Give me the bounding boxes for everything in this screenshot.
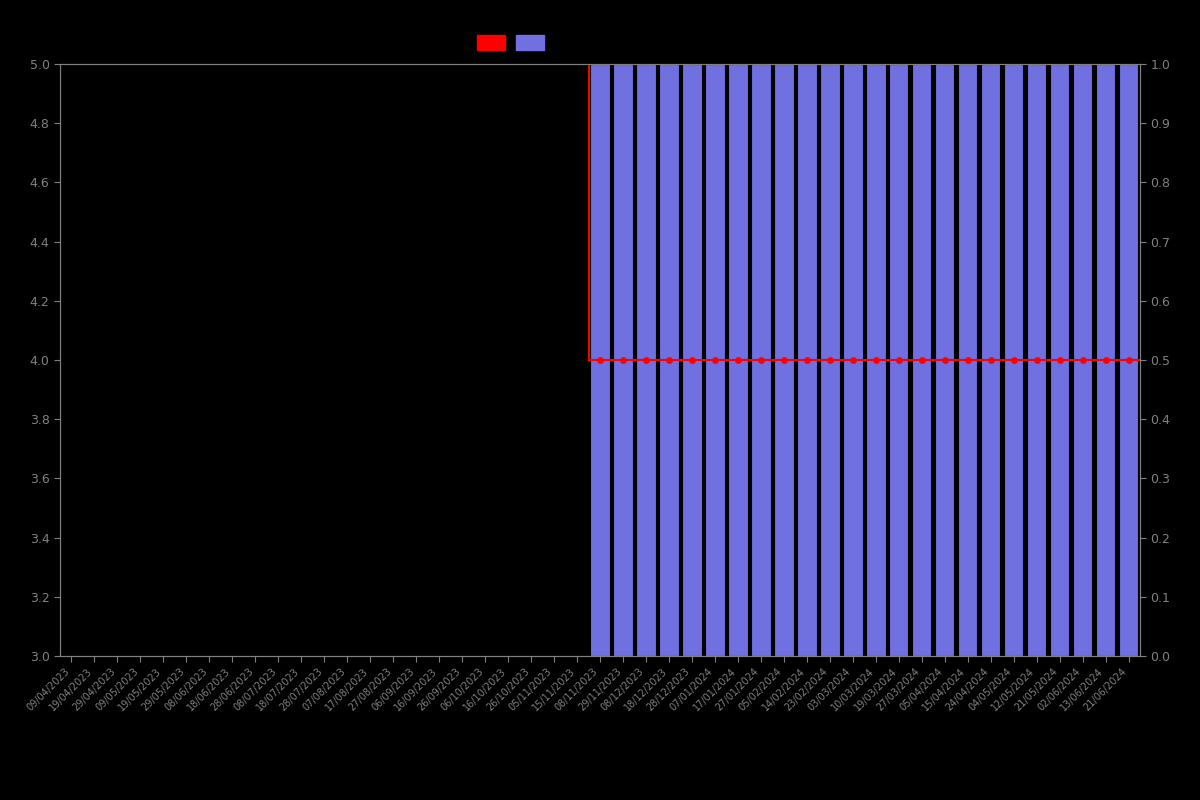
Point bbox=[706, 354, 725, 366]
Point bbox=[866, 354, 886, 366]
Bar bbox=[1004, 64, 1024, 656]
Bar bbox=[613, 64, 632, 656]
Bar bbox=[889, 64, 908, 656]
Point bbox=[728, 354, 748, 366]
Point bbox=[1118, 354, 1138, 366]
Point bbox=[889, 354, 908, 366]
Point bbox=[844, 354, 863, 366]
Bar bbox=[980, 64, 1001, 656]
Point bbox=[1073, 354, 1092, 366]
Bar bbox=[1073, 64, 1092, 656]
Point bbox=[590, 354, 610, 366]
Bar bbox=[590, 64, 610, 656]
Bar bbox=[751, 64, 770, 656]
Point bbox=[912, 354, 931, 366]
Point bbox=[751, 354, 770, 366]
Bar bbox=[844, 64, 863, 656]
Point bbox=[613, 354, 632, 366]
Bar bbox=[866, 64, 886, 656]
Point bbox=[1050, 354, 1069, 366]
Bar bbox=[1096, 64, 1115, 656]
Bar bbox=[1027, 64, 1046, 656]
Point bbox=[1027, 354, 1046, 366]
Point bbox=[774, 354, 793, 366]
Bar bbox=[659, 64, 679, 656]
Point bbox=[797, 354, 816, 366]
Bar bbox=[958, 64, 978, 656]
Bar bbox=[706, 64, 725, 656]
Point bbox=[636, 354, 655, 366]
Bar bbox=[820, 64, 840, 656]
Point bbox=[1004, 354, 1024, 366]
Bar bbox=[1050, 64, 1069, 656]
Bar bbox=[912, 64, 931, 656]
Bar bbox=[774, 64, 793, 656]
Bar bbox=[797, 64, 816, 656]
Point bbox=[982, 354, 1001, 366]
Point bbox=[683, 354, 702, 366]
Bar bbox=[935, 64, 954, 656]
Bar bbox=[1118, 64, 1139, 656]
Point bbox=[935, 354, 954, 366]
Point bbox=[1096, 354, 1115, 366]
Point bbox=[820, 354, 839, 366]
Bar bbox=[636, 64, 655, 656]
Point bbox=[659, 354, 678, 366]
Bar bbox=[728, 64, 748, 656]
Point bbox=[958, 354, 977, 366]
Bar bbox=[682, 64, 702, 656]
Legend: , : , bbox=[478, 35, 548, 50]
